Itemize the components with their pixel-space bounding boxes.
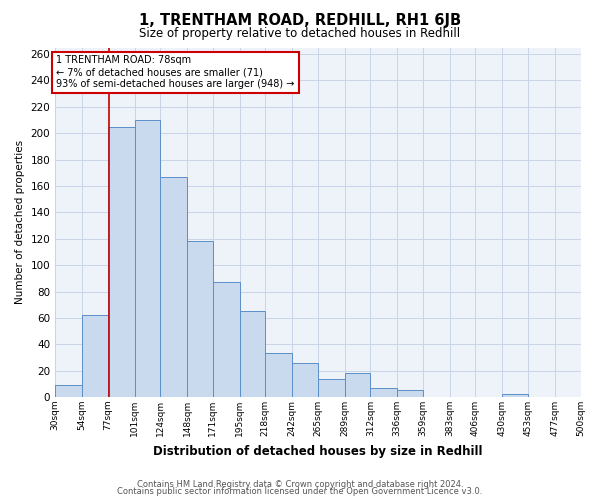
Bar: [55, 385, 82, 397]
Text: Contains HM Land Registry data © Crown copyright and database right 2024.: Contains HM Land Registry data © Crown c…: [137, 480, 463, 489]
Bar: [370, 388, 397, 397]
Bar: [82, 315, 108, 397]
Y-axis label: Number of detached properties: Number of detached properties: [15, 140, 25, 304]
Bar: [502, 394, 528, 397]
Bar: [213, 282, 239, 397]
Bar: [344, 374, 370, 397]
Bar: [265, 354, 292, 397]
Bar: [108, 126, 134, 397]
Bar: [160, 177, 187, 397]
Text: Size of property relative to detached houses in Redhill: Size of property relative to detached ho…: [139, 28, 461, 40]
Bar: [134, 120, 160, 397]
X-axis label: Distribution of detached houses by size in Redhill: Distribution of detached houses by size …: [153, 444, 482, 458]
Bar: [239, 312, 265, 397]
Bar: [318, 378, 344, 397]
Text: 1 TRENTHAM ROAD: 78sqm
← 7% of detached houses are smaller (71)
93% of semi-deta: 1 TRENTHAM ROAD: 78sqm ← 7% of detached …: [56, 56, 295, 88]
Bar: [397, 390, 423, 397]
Text: 1, TRENTHAM ROAD, REDHILL, RH1 6JB: 1, TRENTHAM ROAD, REDHILL, RH1 6JB: [139, 12, 461, 28]
Bar: [187, 242, 213, 397]
Text: Contains public sector information licensed under the Open Government Licence v3: Contains public sector information licen…: [118, 487, 482, 496]
Bar: [292, 362, 318, 397]
